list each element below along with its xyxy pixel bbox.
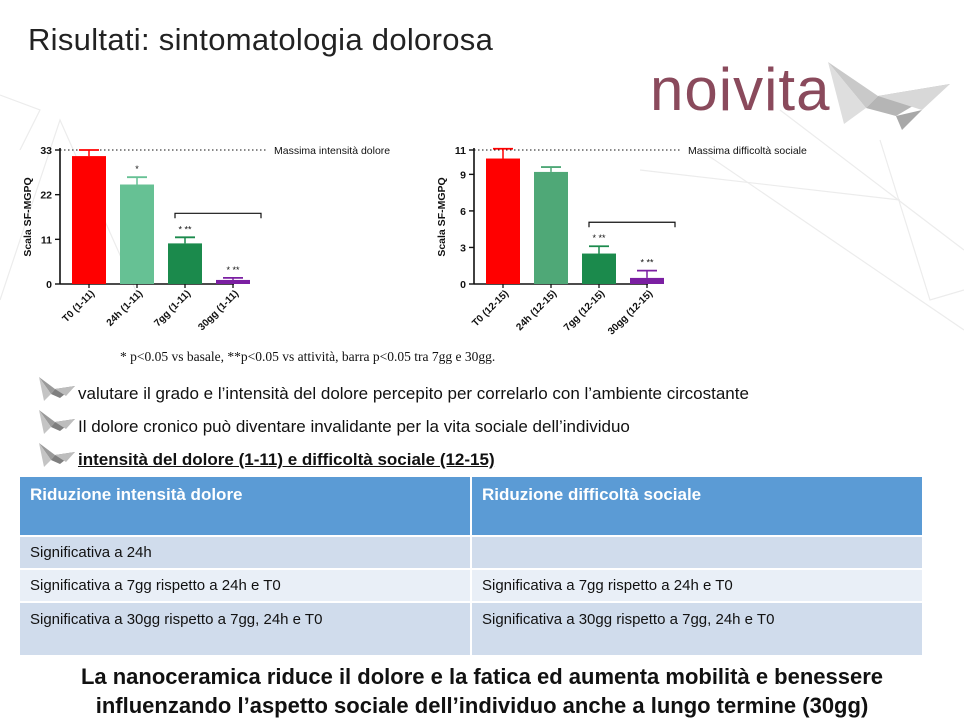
table-header-cell: Riduzione difficoltà sociale	[471, 477, 924, 536]
significance-label: * **	[640, 258, 654, 268]
bar	[72, 156, 106, 284]
bird-bullet-icon	[39, 443, 75, 467]
table-row: Significativa a 24h	[20, 535, 924, 569]
x-tick-label: 30gg (1-11)	[196, 288, 241, 333]
logo-wordmark: noivita	[650, 56, 831, 123]
bird-logo-icon	[828, 62, 950, 130]
x-tick-label: T0 (12-15)	[470, 288, 511, 329]
y-tick-label: 9	[460, 169, 466, 181]
y-tick-label: 33	[40, 145, 52, 157]
reference-label: Massima difficoltà sociale	[688, 145, 807, 157]
table-header-cell: Riduzione intensità dolore	[20, 477, 472, 536]
slide-title: Risultati: sintomatologia dolorosa	[28, 22, 494, 57]
conclusion-line: influenzando l’aspetto sociale dell’indi…	[95, 693, 869, 718]
results-table: Riduzione intensità dolore Riduzione dif…	[20, 477, 924, 655]
bullet-text: Il dolore cronico può diventare invalida…	[78, 417, 630, 436]
bird-bullet-icon	[39, 377, 75, 401]
significance-bracket	[588, 221, 676, 228]
x-tick-label: 7gg (12-15)	[562, 288, 607, 333]
bar	[168, 243, 202, 284]
table-header-row: Riduzione intensità dolore Riduzione dif…	[20, 477, 924, 536]
conclusion-statement: La nanoceramica riduce il dolore e la fa…	[0, 662, 964, 720]
bar	[216, 279, 250, 284]
y-tick-label: 11	[41, 234, 52, 246]
y-tick-label: 0	[460, 279, 466, 291]
y-tick-label: 3	[460, 242, 466, 254]
table-row: Significativa a 30gg rispetto a 7gg, 24h…	[20, 601, 924, 655]
table-row: Significativa a 7gg rispetto a 24h e T0 …	[20, 568, 924, 602]
x-tick-label: 7gg (1-11)	[152, 288, 193, 329]
y-tick-label: 22	[40, 190, 52, 202]
chart-pain-intensity: Scala SF-MGPQ 0 11 22 33 Massima intensità do…	[18, 138, 418, 353]
x-tick-label: 24h (1-11)	[105, 288, 145, 328]
y-axis-label: Scala SF-MGPQ	[436, 177, 448, 256]
y-tick-label: 0	[46, 279, 52, 291]
bar	[534, 171, 568, 284]
table-cell: Significativa a 24h	[20, 535, 472, 569]
statistics-footnote: * p<0.05 vs basale, **p<0.05 vs attività…	[120, 349, 496, 364]
significance-bracket	[174, 212, 262, 219]
table-cell	[471, 535, 924, 569]
bullet-text-emphasis: intensità del dolore (1-11) e difficoltà…	[78, 450, 495, 469]
y-tick-label: 11	[455, 145, 466, 157]
x-tick-label: 24h (12-15)	[514, 288, 559, 333]
table-cell: Significativa a 7gg rispetto a 24h e T0	[471, 568, 924, 602]
table-cell: Significativa a 30gg rispetto a 7gg, 24h…	[20, 601, 472, 655]
significance-label: *	[135, 164, 139, 174]
bar	[582, 253, 616, 284]
conclusion-line: La nanoceramica riduce il dolore e la fa…	[80, 664, 884, 689]
table-cell: Significativa a 7gg rispetto a 24h e T0	[20, 568, 472, 602]
x-tick-label: 30gg (12-15)	[606, 288, 655, 337]
table-cell: Significativa a 30gg rispetto a 7gg, 24h…	[471, 601, 924, 655]
chart-social-difficulty: Scala SF-MGPQ 0 3 6 9 11 Massima difficoltà so…	[432, 138, 832, 353]
significance-label: * **	[226, 265, 240, 275]
significance-label: * **	[178, 224, 192, 234]
reference-label: Massima intensità dolore	[274, 145, 390, 157]
x-tick-label: T0 (1-11)	[61, 288, 97, 324]
bar	[120, 184, 154, 284]
y-axis-label: Scala SF-MGPQ	[22, 177, 34, 256]
significance-label: * **	[592, 233, 606, 243]
bar	[486, 158, 520, 284]
bird-bullet-icon	[39, 410, 75, 434]
y-tick-label: 6	[460, 206, 466, 218]
bullet-text: valutare il grado e l’intensità del dolo…	[78, 384, 749, 403]
bar	[630, 277, 664, 284]
